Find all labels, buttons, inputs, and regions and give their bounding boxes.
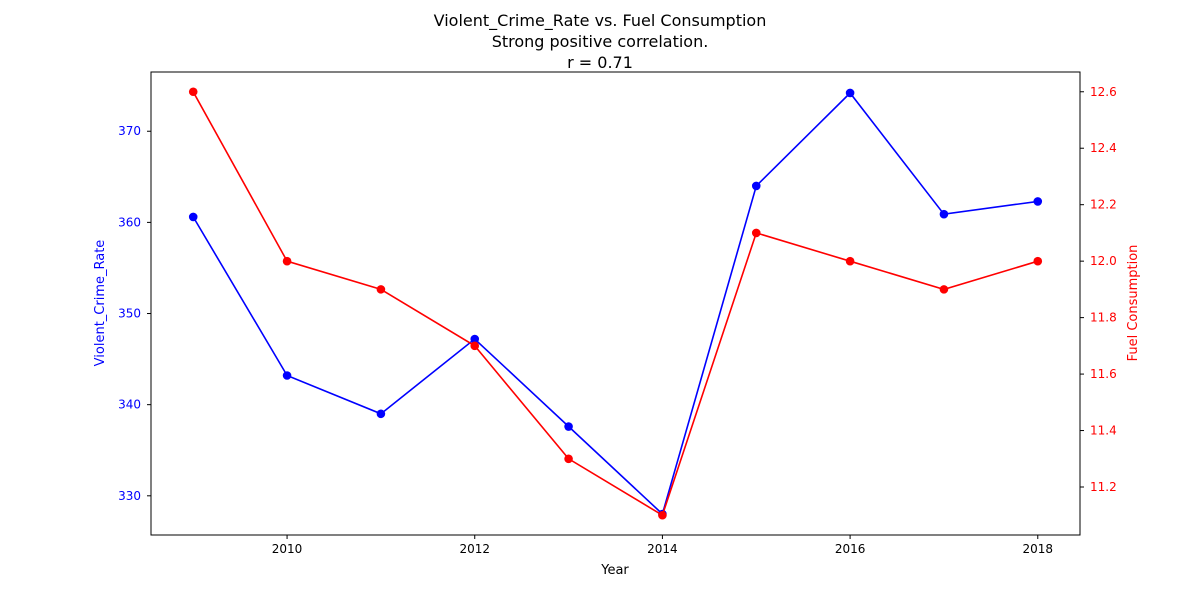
violent-crime-rate-point — [1033, 197, 1043, 206]
violent-crime-rate-point — [376, 409, 386, 419]
y-axis-right-label: Fuel Consumption — [1126, 245, 1141, 362]
x-tick-label: 2016 — [835, 542, 866, 556]
x-tick-label: 2012 — [459, 542, 490, 556]
plot-frame — [150, 71, 1081, 536]
y-left-tick-label: 360 — [118, 215, 141, 229]
fuel-consumption-point — [939, 285, 949, 294]
y-right-tick-label: 12.2 — [1090, 198, 1117, 212]
fuel-consumption-point — [376, 285, 386, 294]
fuel-consumption-point — [564, 454, 573, 464]
x-tick-label: 2014 — [647, 542, 678, 556]
violent-crime-rate-point — [751, 181, 761, 191]
x-tick-label: 2010 — [272, 542, 303, 556]
y-right-tick-label: 12.4 — [1090, 141, 1117, 155]
x-axis-label: Year — [600, 563, 629, 578]
violent-crime-rate-point — [845, 88, 855, 98]
chart-title-line-3: r = 0.71 — [567, 53, 633, 72]
violent-crime-rate-point — [188, 212, 198, 222]
violent-crime-rate-point — [939, 209, 949, 219]
y-right-tick-label: 11.6 — [1090, 367, 1117, 381]
fuel-consumption-point — [845, 256, 855, 266]
violent-crime-rate-line — [192, 91, 1038, 516]
chart-title-line-1: Violent_Crime_Rate vs. Fuel Consumption — [434, 11, 767, 31]
y-right-tick-label: 12.0 — [1090, 254, 1117, 268]
y-right-tick-label: 12.6 — [1090, 85, 1117, 99]
y-right-tick-label: 11.8 — [1090, 311, 1117, 325]
fuel-consumption-point — [658, 510, 667, 520]
fuel-consumption-point — [188, 87, 198, 97]
x-tick-label: 2018 — [1022, 542, 1053, 556]
series-layer — [188, 87, 1043, 520]
y-left-tick-label: 340 — [118, 398, 141, 412]
y-axis-left-label: Violent_Crime_Rate — [93, 240, 108, 367]
fuel-consumption-line — [192, 91, 1039, 517]
fuel-consumption-point — [470, 341, 480, 351]
y-left-tick-label: 370 — [118, 124, 141, 138]
fuel-consumption-point — [1033, 256, 1043, 266]
y-right-tick-label: 11.2 — [1090, 480, 1117, 494]
y-right-tick-label: 11.4 — [1090, 424, 1117, 438]
violent-crime-rate-point — [564, 422, 573, 431]
chart-title-line-2: Strong positive correlation. — [492, 32, 709, 51]
fuel-consumption-point — [751, 228, 761, 238]
y-left-tick-label: 330 — [118, 489, 141, 503]
y-left-tick-label: 350 — [118, 307, 141, 321]
fuel-consumption-point — [282, 256, 292, 266]
ticks-layer: 2010 2012 2014 2016 2018 330 340 350 360 370 11.2 1… — [118, 85, 1117, 556]
violent-crime-rate-point — [282, 371, 292, 380]
violent-crime-rate-point — [470, 334, 480, 344]
